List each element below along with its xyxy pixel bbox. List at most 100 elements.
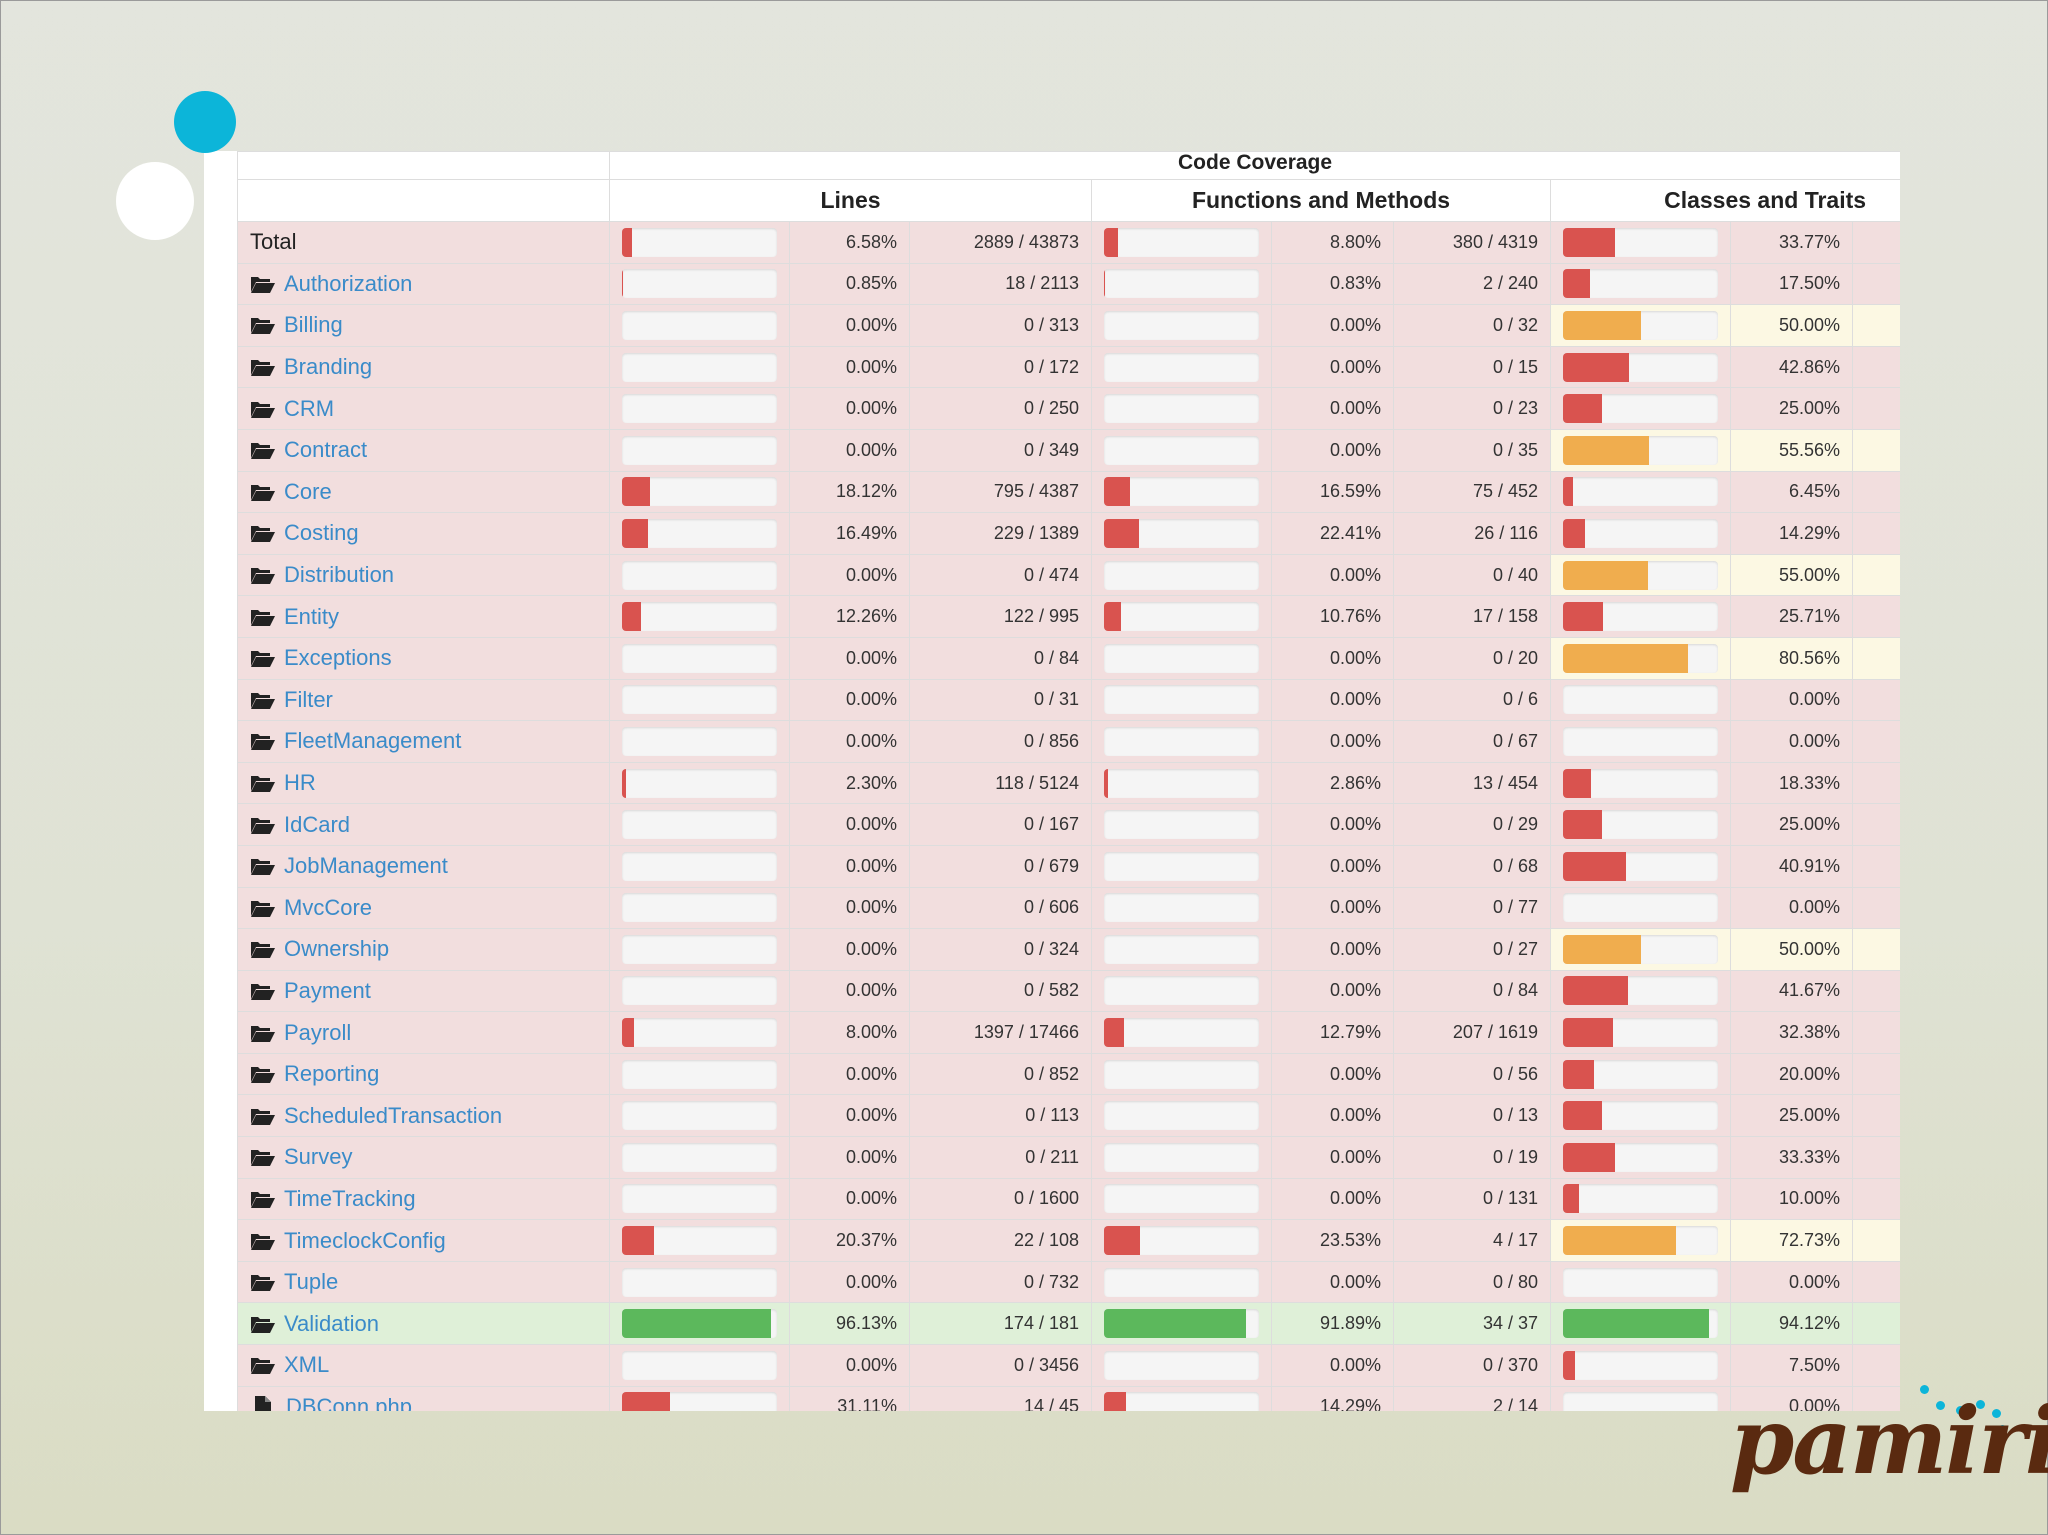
classes-header: Classes and Traits [1549, 179, 1900, 222]
lines-percent: 0.00% [789, 1260, 910, 1304]
module-link[interactable]: DBConn.php [286, 1393, 412, 1411]
functions-count: 0 / 23 [1393, 387, 1551, 430]
table-row: TimeTracking 0.00% 0 / 1600 0.00% 0 / 131 10.… [237, 1177, 1900, 1221]
functions-count: 0 / 131 [1393, 1177, 1551, 1221]
row-name-cell[interactable]: MvcCore [237, 886, 610, 930]
row-name-cell[interactable]: Validation [237, 1302, 610, 1346]
lines-count: 174 / 181 [909, 1302, 1092, 1346]
classes-count [1851, 428, 1900, 472]
lines-count: 0 / 474 [909, 553, 1092, 597]
table-row: Validation 96.13% 174 / 181 91.89% 34 / 37 94… [237, 1302, 1900, 1346]
module-link[interactable]: Filter [284, 686, 333, 712]
row-name-cell[interactable]: XML [237, 1344, 610, 1387]
module-link[interactable]: Entity [284, 603, 340, 629]
row-name-cell[interactable]: Filter [237, 678, 610, 722]
module-link[interactable]: MvcCore [284, 894, 373, 920]
row-name-cell[interactable]: Contract [237, 428, 610, 472]
classes-progress-cell [1550, 928, 1731, 971]
module-link[interactable]: Exceptions [284, 645, 392, 671]
table-row: Ownership 0.00% 0 / 324 0.00% 0 / 27 50.00% [237, 928, 1900, 971]
lines-count: 0 / 1600 [909, 1177, 1092, 1221]
module-link[interactable]: Reporting [284, 1061, 380, 1087]
row-name-cell[interactable]: CRM [237, 387, 610, 430]
row-name-cell[interactable]: Payroll [237, 1011, 610, 1054]
row-name-cell[interactable]: Billing [237, 304, 610, 347]
functions-progress-bar [1104, 560, 1259, 590]
row-name-cell[interactable]: Reporting [237, 1052, 610, 1096]
module-link[interactable]: CRM [284, 395, 335, 421]
functions-progress-cell [1091, 262, 1272, 306]
row-name-cell[interactable]: FleetManagement [237, 720, 610, 763]
module-link[interactable]: Costing [284, 520, 359, 546]
row-name-cell[interactable]: JobManagement [237, 844, 610, 888]
module-link[interactable]: HR [284, 770, 316, 796]
module-link[interactable]: IdCard [284, 811, 351, 837]
table-row: CRM 0.00% 0 / 250 0.00% 0 / 23 25.00% [237, 387, 1900, 430]
lines-progress-cell [609, 221, 790, 264]
row-name-cell[interactable]: TimeTracking [237, 1177, 610, 1221]
lines-percent: 0.00% [789, 720, 910, 763]
functions-progress-cell [1091, 1011, 1272, 1054]
classes-progress-bar [1563, 1059, 1718, 1089]
module-link[interactable]: Payment [284, 977, 371, 1003]
functions-progress-cell [1091, 1260, 1272, 1304]
module-link[interactable]: FleetManagement [284, 728, 462, 754]
row-name-cell[interactable]: Core [237, 470, 610, 514]
module-link[interactable]: Core [284, 478, 332, 504]
lines-count: 0 / 250 [909, 387, 1092, 430]
module-link[interactable]: Contract [284, 437, 368, 463]
row-name-cell[interactable]: Tuple [237, 1260, 610, 1304]
row-name-cell[interactable]: Exceptions [237, 636, 610, 680]
row-name-cell[interactable]: Authorization [237, 262, 610, 306]
table-row: TimeclockConfig 20.37% 22 / 108 23.53% 4 / 1… [237, 1219, 1900, 1262]
lines-header: Lines [609, 179, 1092, 222]
lines-progress-cell [609, 1219, 790, 1262]
row-name-cell[interactable]: HR [237, 761, 610, 805]
module-link[interactable]: Ownership [284, 936, 390, 962]
row-name-cell[interactable]: TimeclockConfig [237, 1219, 610, 1262]
module-link[interactable]: Payroll [284, 1019, 352, 1045]
functions-percent: 0.00% [1271, 844, 1394, 888]
classes-percent: 14.29% [1730, 512, 1853, 555]
module-link[interactable]: ScheduledTransaction [284, 1102, 503, 1128]
module-link[interactable]: XML [284, 1352, 330, 1378]
total-label: Total [250, 229, 297, 255]
row-name-cell[interactable]: Survey [237, 1136, 610, 1179]
module-link[interactable]: TimeclockConfig [284, 1227, 446, 1253]
row-name-cell[interactable]: Branding [237, 345, 610, 389]
row-name-cell[interactable]: Ownership [237, 928, 610, 971]
module-link[interactable]: Distribution [284, 562, 395, 588]
classes-progress-cell [1550, 1094, 1731, 1138]
row-name-cell[interactable]: Entity [237, 595, 610, 638]
classes-percent: 94.12% [1730, 1302, 1853, 1346]
folder-open-icon [250, 274, 276, 294]
module-link[interactable]: Survey [284, 1144, 353, 1170]
functions-progress-cell [1091, 345, 1272, 389]
lines-percent: 0.00% [789, 969, 910, 1013]
row-name-cell[interactable]: ScheduledTransaction [237, 1094, 610, 1138]
classes-progress-cell [1550, 678, 1731, 722]
row-name-cell[interactable]: Payment [237, 969, 610, 1013]
lines-progress-cell [609, 761, 790, 805]
module-link[interactable]: Branding [284, 354, 373, 380]
lines-progress-bar [622, 851, 777, 881]
module-link[interactable]: Authorization [284, 270, 413, 296]
classes-percent: 42.86% [1730, 345, 1853, 389]
row-name-cell[interactable]: IdCard [237, 803, 610, 846]
module-link[interactable]: Validation [284, 1310, 379, 1336]
module-link[interactable]: TimeTracking [284, 1185, 416, 1211]
module-link[interactable]: JobManagement [284, 853, 448, 879]
lines-percent: 8.00% [789, 1011, 910, 1054]
classes-count [1851, 1302, 1900, 1346]
folder-open-icon [250, 815, 276, 835]
classes-percent: 72.73% [1730, 1219, 1853, 1262]
classes-count [1851, 262, 1900, 306]
module-link[interactable]: Billing [284, 312, 343, 338]
module-link[interactable]: Tuple [284, 1269, 339, 1295]
classes-progress-bar [1563, 893, 1718, 923]
row-name-cell[interactable]: Costing [237, 512, 610, 555]
row-name-cell[interactable]: DBConn.php [237, 1385, 610, 1411]
classes-count [1851, 678, 1900, 722]
lines-progress-bar [622, 477, 777, 507]
row-name-cell[interactable]: Distribution [237, 553, 610, 597]
